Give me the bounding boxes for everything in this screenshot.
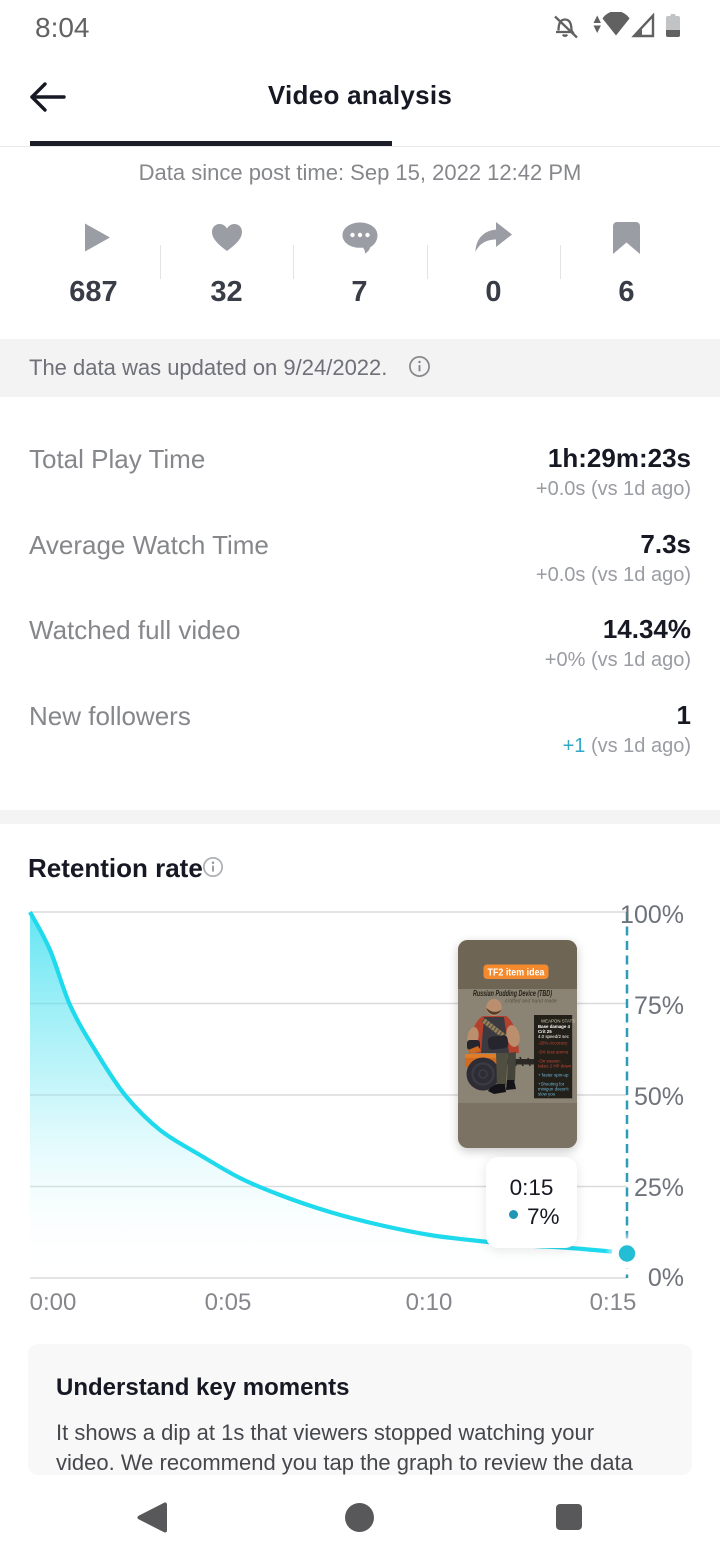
svg-text:+ faster spin-up: + faster spin-up bbox=[538, 1073, 569, 1078]
svg-text:0:00: 0:00 bbox=[30, 1289, 77, 1316]
svg-text:+Shooting for: +Shooting for bbox=[538, 1082, 565, 1087]
svg-text:0:10: 0:10 bbox=[406, 1289, 453, 1316]
svg-text:-5% less ammo: -5% less ammo bbox=[538, 1050, 569, 1055]
svg-text:100%: 100% bbox=[620, 901, 684, 929]
svg-text:Base damage 4: Base damage 4 bbox=[538, 1024, 571, 1029]
svg-text:0:05: 0:05 bbox=[205, 1289, 252, 1316]
svg-text:slow you: slow you bbox=[538, 1092, 556, 1097]
svg-text:0%: 0% bbox=[648, 1264, 684, 1292]
svg-text:25%: 25% bbox=[634, 1174, 684, 1202]
svg-text:0:15: 0:15 bbox=[590, 1289, 637, 1316]
svg-text:takes 2 HP down: takes 2 HP down bbox=[538, 1064, 572, 1069]
svg-text:Russian Pudding Device (TBD): Russian Pudding Device (TBD) bbox=[473, 989, 552, 998]
svg-text:75%: 75% bbox=[634, 992, 684, 1020]
svg-text:-On wearer:: -On wearer: bbox=[538, 1059, 561, 1064]
svg-text:4.0 speed/2 sec: 4.0 speed/2 sec bbox=[538, 1034, 570, 1039]
svg-text:TF2 item idea: TF2 item idea bbox=[488, 967, 545, 979]
svg-text:minigun doesn't: minigun doesn't bbox=[538, 1087, 569, 1092]
svg-text:WEAPON STATS: WEAPON STATS bbox=[541, 1019, 575, 1024]
svg-text:Crit 25: Crit 25 bbox=[538, 1029, 552, 1034]
svg-text:-20% Accuracy: -20% Accuracy bbox=[538, 1041, 568, 1046]
svg-text:crafted and hand made: crafted and hand made bbox=[505, 999, 557, 1005]
svg-text:50%: 50% bbox=[634, 1083, 684, 1111]
